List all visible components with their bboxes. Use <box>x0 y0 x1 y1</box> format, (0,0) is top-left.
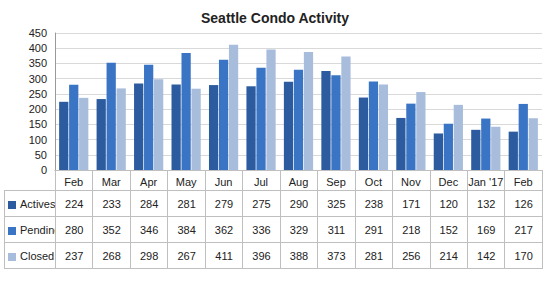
html-text:217: 217 <box>514 223 533 236</box>
html-text:170: 170 <box>514 249 533 262</box>
html-text:346: 346 <box>140 223 159 236</box>
html-text:256: 256 <box>402 249 421 262</box>
html-text:280: 280 <box>65 223 84 236</box>
html-text:388: 388 <box>289 249 309 262</box>
svg-text:Seattle Condo Activity: Seattle Condo Activity <box>201 10 349 26</box>
svg-text:Feb: Feb <box>64 176 83 188</box>
html-text:279: 279 <box>214 197 234 210</box>
html-text:218: 218 <box>402 223 421 236</box>
svg-text:Nov: Nov <box>401 176 421 188</box>
html-text:281: 281 <box>364 249 383 262</box>
html-text:142: 142 <box>477 249 496 262</box>
svg-text:Feb: Feb <box>514 176 533 188</box>
html-text:169: 169 <box>477 223 496 236</box>
svg-text:250: 250 <box>29 88 47 100</box>
html-text:233: 233 <box>102 197 121 210</box>
svg-text:350: 350 <box>29 57 47 69</box>
html-text:214: 214 <box>439 249 458 262</box>
svg-text:300: 300 <box>29 73 47 85</box>
html-text:224: 224 <box>65 197 84 210</box>
html-text:311: 311 <box>327 223 346 236</box>
svg-text:Mar: Mar <box>102 176 121 188</box>
html-text:411: 411 <box>215 249 233 262</box>
svg-text:50: 50 <box>35 149 47 161</box>
html-text:126: 126 <box>514 197 533 210</box>
svg-text:0: 0 <box>41 164 47 176</box>
html-text:336: 336 <box>252 223 271 236</box>
svg-text:Apr: Apr <box>140 176 157 188</box>
html-text:267: 267 <box>177 249 196 262</box>
svg-text:May: May <box>176 176 197 188</box>
html-text:352: 352 <box>102 223 121 236</box>
html-text:132: 132 <box>477 197 496 210</box>
html-text:384: 384 <box>177 223 196 236</box>
svg-text:400: 400 <box>29 42 47 54</box>
html-text:373: 373 <box>327 249 346 262</box>
svg-text:150: 150 <box>29 118 47 130</box>
html-text:396: 396 <box>252 249 271 262</box>
svg-text:200: 200 <box>29 103 47 115</box>
html-text:Closed: Closed <box>20 249 55 262</box>
html-text:268: 268 <box>102 249 121 262</box>
html-text:281: 281 <box>177 197 196 210</box>
html-text:120: 120 <box>439 197 458 210</box>
html-text:290: 290 <box>289 197 309 210</box>
html-text:298: 298 <box>140 249 159 262</box>
html-text:329: 329 <box>289 223 309 236</box>
svg-text:100: 100 <box>29 134 47 146</box>
html-text:237: 237 <box>65 249 84 262</box>
html-text:362: 362 <box>214 223 234 236</box>
html-text:291: 291 <box>364 223 383 236</box>
svg-text:Jan '17: Jan '17 <box>468 176 503 188</box>
html-text:275: 275 <box>252 197 271 210</box>
html-text:325: 325 <box>327 197 346 210</box>
svg-text:Aug: Aug <box>289 176 309 188</box>
html-text:238: 238 <box>364 197 383 210</box>
html-text:Actives: Actives <box>20 197 56 210</box>
html-text:171: 171 <box>402 197 421 210</box>
svg-text:Sep: Sep <box>326 176 346 188</box>
svg-text:Jul: Jul <box>254 176 268 188</box>
svg-text:Oct: Oct <box>365 176 382 188</box>
svg-text:450: 450 <box>29 27 47 39</box>
html-text:152: 152 <box>439 223 458 236</box>
svg-text:Jun: Jun <box>215 176 233 188</box>
html-text:284: 284 <box>140 197 159 210</box>
svg-text:Dec: Dec <box>439 176 459 188</box>
